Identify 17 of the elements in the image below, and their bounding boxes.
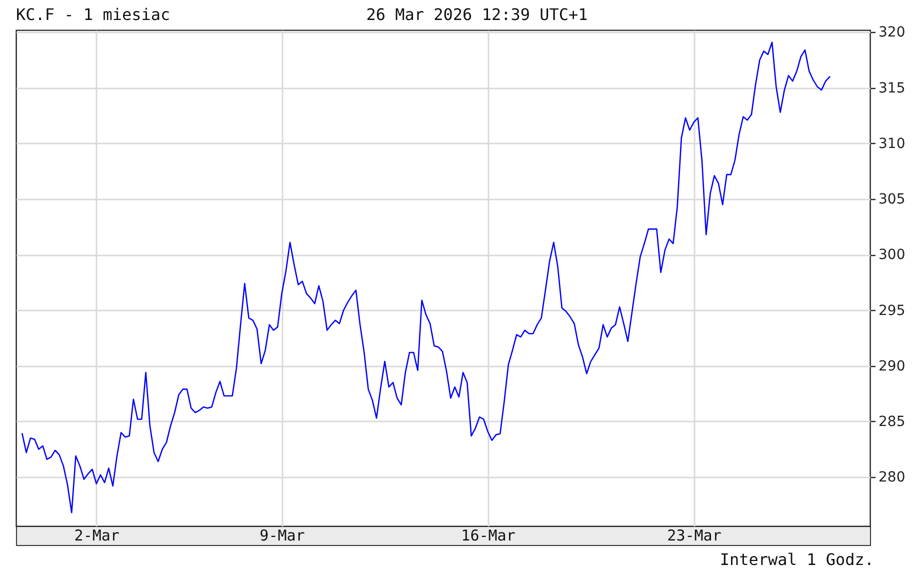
y-tick-label: 320	[878, 24, 906, 41]
y-tick-label: 305	[878, 192, 906, 208]
chart-title: KC.F - 1 miesiac	[16, 5, 170, 25]
line-series	[22, 42, 830, 514]
y-tick-label: 315	[878, 80, 906, 96]
y-tick-label: 310	[878, 136, 906, 152]
x-tick-label: 16-Mar	[461, 526, 516, 544]
chart-subtitle: 26 Mar 2026 12:39 UTC+1	[366, 5, 588, 25]
text: Interwal 1 Godz.	[720, 550, 874, 568]
x-tick-label: 23-Mar	[667, 526, 722, 544]
y-tick-label: 295	[878, 302, 906, 319]
y-tick-label: 280	[878, 470, 906, 486]
y-tick-label: 300	[878, 247, 906, 264]
x-tick-label: 2-Mar	[74, 526, 120, 544]
x-tick-label: 9-Mar	[260, 526, 305, 544]
y-tick-label: 290	[878, 358, 906, 374]
y-tick-label: 285	[878, 414, 906, 430]
